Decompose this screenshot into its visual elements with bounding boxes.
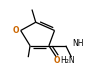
Text: O: O (53, 56, 60, 65)
Text: H₂N: H₂N (60, 56, 75, 65)
Text: O: O (13, 26, 19, 35)
Text: NH: NH (72, 39, 84, 48)
